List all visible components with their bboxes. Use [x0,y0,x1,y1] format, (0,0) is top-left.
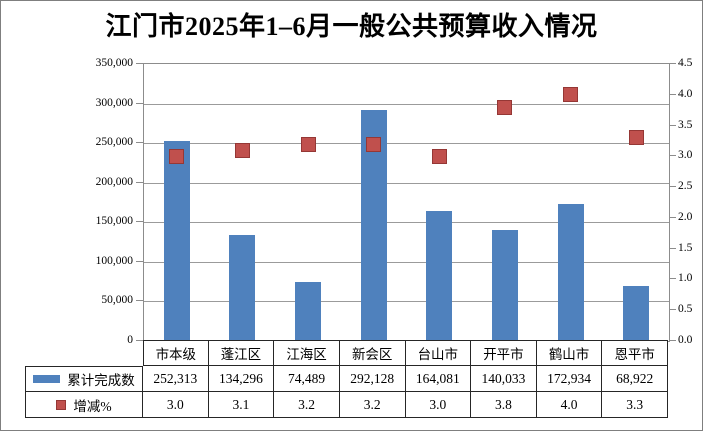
right-axis-tick [669,125,676,126]
table-growth-cell: 3.0 [405,392,472,418]
table-category-cell: 开平市 [471,340,537,366]
right-axis-tick-label: 3.0 [678,149,693,161]
bar-江海区 [295,282,321,341]
legend-label-cumulative: 累计完成数 [67,373,135,388]
left-axis-tick [136,261,143,262]
bar-蓬江区 [229,235,255,341]
left-axis-tick [136,182,143,183]
table-growth-cell: 3.2 [274,392,340,418]
table-value-cell: 172,934 [536,366,603,392]
right-axis-tick [669,217,676,218]
gridline [144,262,669,263]
gridline [144,143,669,144]
table-growth-cell: 3.2 [339,392,406,418]
table-category-cell: 恩平市 [602,340,668,366]
scatter-marker-恩平市 [629,130,644,145]
left-axis-tick [136,221,143,222]
right-axis-tick [669,63,676,64]
table-value-cell: 74,489 [274,366,340,392]
scatter-marker-鹤山市 [563,87,578,102]
gridline [144,104,669,105]
left-axis-tick-label: 0 [127,334,133,346]
table-growth-cell: 4.0 [536,392,603,418]
scatter-marker-开平市 [497,100,512,115]
bar-鹤山市 [558,204,584,341]
right-axis-tick [669,186,676,187]
right-axis-tick-label: 3.5 [678,119,693,131]
bar-市本级 [164,141,190,341]
legend-label-growth: 增减% [73,398,112,414]
left-axis-tick-label: 150,000 [95,215,133,227]
table-category-cell: 鹤山市 [536,340,603,366]
table-growth-cell: 3.3 [602,392,668,418]
scatter-marker-蓬江区 [235,143,250,158]
right-axis-tick [669,340,676,341]
left-axis-tick-label: 300,000 [95,97,133,109]
table-category-cell: 台山市 [405,340,472,366]
left-axis-tick [136,340,143,341]
right-axis-tick [669,278,676,279]
right-axis-tick-label: 1.5 [678,242,693,254]
left-axis-tick-label: 100,000 [95,255,133,267]
right-axis-tick-label: 2.0 [678,211,693,223]
left-axis-tick [136,103,143,104]
gridline [144,183,669,184]
left-axis-tick [136,300,143,301]
left-axis-tick-label: 200,000 [95,176,133,188]
right-axis-tick [669,155,676,156]
table-value-cell: 134,296 [208,366,275,392]
bar-台山市 [426,211,452,341]
scatter-series-swatch-icon [56,399,67,410]
scatter-marker-市本级 [169,149,184,164]
data-table: 市本级 蓬江区 江海区 新会区 台山市 开平市 鹤山市 恩平市累计完成数 252,313 134,… [25,340,668,418]
legend-item-growth: 增减% [25,392,143,418]
table-value-cell: 164,081 [405,366,472,392]
right-axis-tick-label: 0.5 [678,303,693,315]
table-value-cell: 292,128 [339,366,406,392]
left-axis-tick-label: 50,000 [101,294,133,306]
table-growth-cell: 3.8 [471,392,537,418]
table-category-cell: 江海区 [274,340,340,366]
right-axis-tick-label: 4.0 [678,88,693,100]
gridline [144,222,669,223]
left-axis-tick [136,63,143,64]
scatter-marker-江海区 [301,137,316,152]
table-value-cell: 68,922 [602,366,668,392]
right-axis-tick [669,248,676,249]
table-growth-cell: 3.1 [208,392,275,418]
table-growth-cell: 3.0 [143,392,209,418]
right-axis-tick [669,94,676,95]
left-axis-tick-label: 250,000 [95,136,133,148]
table-category-cell: 蓬江区 [208,340,275,366]
right-axis-tick-label: 4.5 [678,57,693,69]
scatter-marker-台山市 [432,149,447,164]
table-value-cell: 252,313 [143,366,209,392]
scatter-marker-新会区 [366,137,381,152]
bar-恩平市 [623,286,649,341]
chart-title: 江门市2025年1–6月一般公共预算收入情况 [105,12,598,41]
legend-item-cumulative: 累计完成数 [25,366,143,392]
plot-area [143,63,670,342]
right-axis-tick [669,309,676,310]
right-axis-tick-label: 0.0 [678,334,693,346]
table-category-cell: 新会区 [339,340,406,366]
table-category-cell: 市本级 [143,340,209,366]
gridline [144,301,669,302]
bar-开平市 [492,230,518,341]
bar-series-swatch-icon [33,375,61,383]
right-axis-tick-label: 1.0 [678,272,693,284]
left-axis-tick-label: 350,000 [95,57,133,69]
table-value-cell: 140,033 [471,366,537,392]
left-axis-tick [136,142,143,143]
right-axis-tick-label: 2.5 [678,180,693,192]
